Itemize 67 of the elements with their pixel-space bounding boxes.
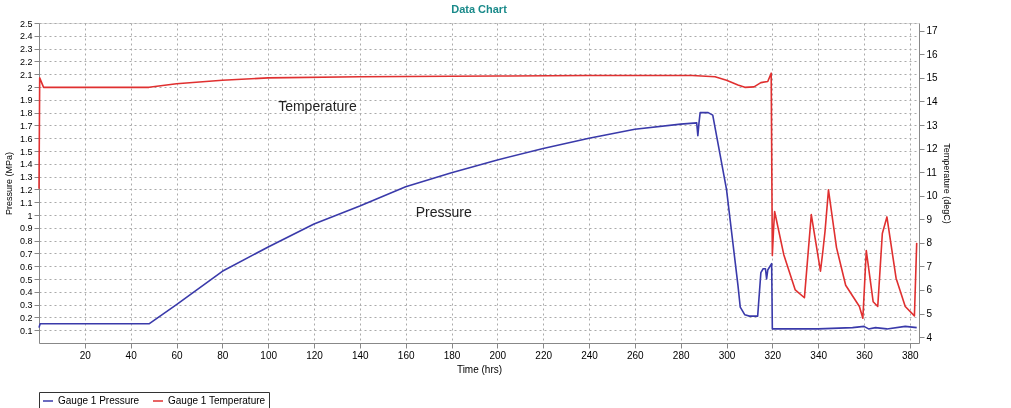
y-tick-label: 0.9 <box>19 223 33 234</box>
x-tick-label: 320 <box>764 349 782 361</box>
y2-tick-label: 9 <box>926 213 933 225</box>
y-tick-label: 1.3 <box>19 172 33 183</box>
y-tick-label: 0.6 <box>19 261 33 272</box>
x-axis-title: Time (hrs) <box>456 363 503 375</box>
y-tick-label: 1.5 <box>19 146 33 157</box>
y-tick-label: 2 <box>27 82 33 93</box>
y-tick-label: 2.3 <box>19 44 33 55</box>
y-tick-label: 0.8 <box>19 236 33 247</box>
x-tick-label: 40 <box>125 349 138 361</box>
y2-tick-label: 7 <box>926 260 933 272</box>
y2-tick-label: 13 <box>926 119 939 131</box>
y-axis-title: Pressure (MPa) <box>3 151 14 216</box>
x-tick-label: 20 <box>79 349 92 361</box>
y-tick-label: 1.2 <box>19 184 33 195</box>
x-tick-label: 360 <box>856 349 874 361</box>
y2-tick-label: 10 <box>926 190 939 202</box>
y-tick-label: 0.4 <box>19 287 33 298</box>
x-tick-label: 120 <box>306 349 324 361</box>
y2-axis-title: Temperature (degC) <box>941 143 952 224</box>
legend-label: Gauge 1 Temperature <box>168 395 266 406</box>
x-tick-label: 300 <box>718 349 736 361</box>
x-tick-label: 240 <box>581 349 599 361</box>
x-tick-label: 380 <box>901 349 920 361</box>
x-tick-label: 80 <box>217 349 229 361</box>
annotation: Temperature <box>278 97 357 114</box>
chart-title: Data Chart <box>451 3 508 15</box>
y-tick-label: 2.2 <box>19 56 33 67</box>
x-tick-label: 180 <box>443 349 461 361</box>
y2-tick-label: 17 <box>926 25 939 37</box>
legend-label: Gauge 1 Pressure <box>58 395 140 406</box>
y-tick-label: 2.1 <box>19 69 33 80</box>
y2-tick-label: 5 <box>926 308 933 320</box>
x-tick-label: 160 <box>397 349 415 361</box>
y-tick-label: 2.5 <box>19 18 33 29</box>
annotation: Pressure <box>415 203 472 220</box>
y2-tick-label: 12 <box>926 143 939 155</box>
x-tick-label: 60 <box>171 349 183 361</box>
y-tick-label: 0.2 <box>19 312 33 323</box>
y-tick-label: 1 <box>27 210 33 221</box>
y-tick-label: 2.4 <box>19 31 33 42</box>
y2-tick-label: 11 <box>926 166 938 178</box>
line-series <box>38 72 918 320</box>
y-tick-label: 1.9 <box>19 95 33 106</box>
x-tick-label: 100 <box>260 349 278 361</box>
y2-tick-label: 6 <box>926 284 933 296</box>
y-tick-label: 0.1 <box>19 325 33 336</box>
x-tick-label: 340 <box>810 349 828 361</box>
x-tick-label: 220 <box>535 349 553 361</box>
y-tick-label: 0.3 <box>19 300 33 311</box>
y-tick-label: 0.5 <box>19 274 33 285</box>
x-tick-label: 140 <box>351 349 370 361</box>
y-tick-label: 1.1 <box>19 197 33 208</box>
y2-tick-label: 15 <box>926 72 939 84</box>
y2-tick-label: 8 <box>926 237 933 249</box>
y2-tick-label: 16 <box>926 48 939 60</box>
x-tick-label: 260 <box>626 349 645 361</box>
y2-tick-label: 4 <box>926 331 933 343</box>
y-tick-label: 0.7 <box>19 248 33 259</box>
y-tick-label: 1.7 <box>19 120 33 131</box>
y-tick-label: 1.4 <box>19 159 33 170</box>
x-tick-label: 200 <box>489 349 507 361</box>
y2-tick-label: 14 <box>926 95 939 107</box>
y-tick-label: 1.8 <box>19 108 33 119</box>
x-tick-label: 280 <box>672 349 690 361</box>
y-tick-label: 1.6 <box>19 133 33 144</box>
